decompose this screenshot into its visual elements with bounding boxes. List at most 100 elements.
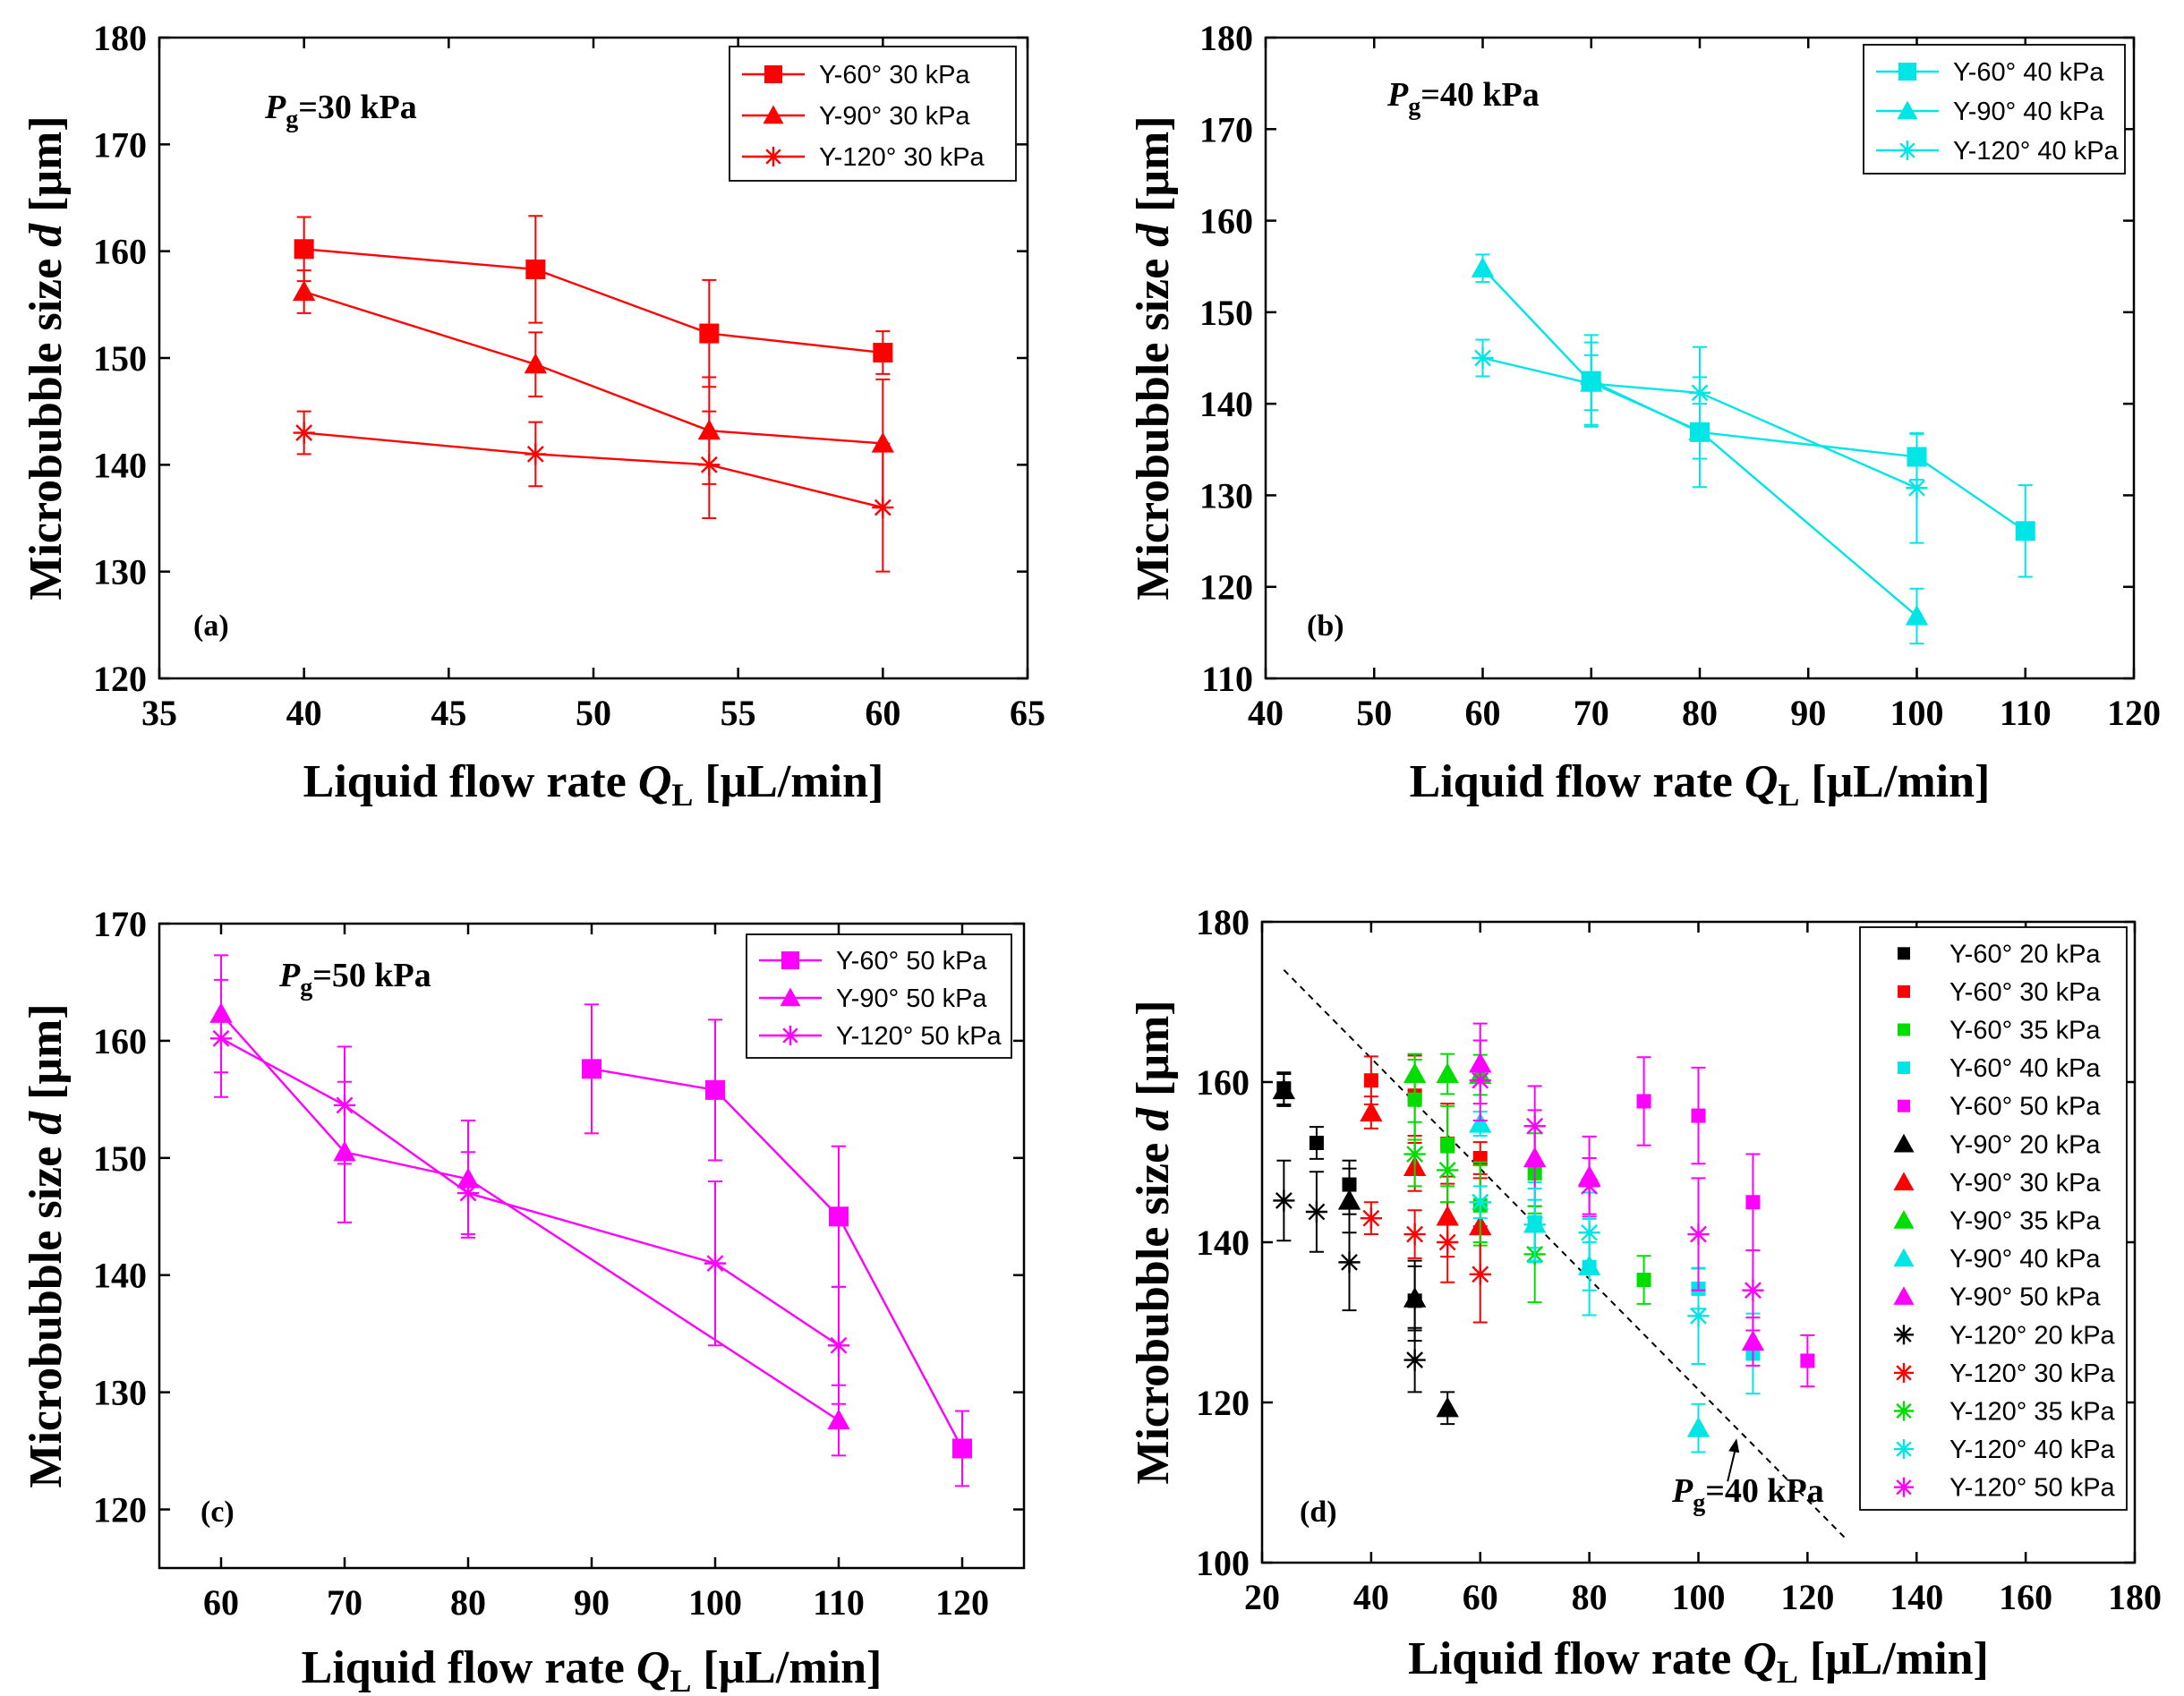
y-tick-label: 150 xyxy=(1199,293,1253,333)
annotation-arrow-head xyxy=(1728,1438,1740,1453)
data-point xyxy=(1338,1251,1361,1274)
legend-marker xyxy=(1893,1248,1915,1267)
data-point xyxy=(1636,1273,1651,1288)
data-point xyxy=(1742,1279,1764,1301)
x-tick-label: 60 xyxy=(203,1582,239,1623)
y-tick-label: 180 xyxy=(93,18,147,58)
legend-entry: Y-60° 40 kPa xyxy=(1898,1054,2101,1083)
x-tick-label: 40 xyxy=(1353,1577,1389,1617)
data-point xyxy=(1360,1207,1382,1230)
legend-label: Y-60° 50 kPa xyxy=(836,947,987,976)
y-tick-label: 170 xyxy=(93,904,147,944)
legend-marker xyxy=(1898,1061,1910,1075)
legend-entry: Y-90° 50 kPa xyxy=(759,984,987,1013)
x-axis-title: Liquid flow rate QL [μL/min] xyxy=(303,756,884,813)
x-tick-label: 35 xyxy=(141,693,177,733)
data-point xyxy=(1337,1189,1361,1210)
series-line xyxy=(1482,356,1917,490)
data-point xyxy=(1469,1070,1491,1092)
legend-marker xyxy=(780,987,801,1007)
panel-label: (b) xyxy=(1307,609,1344,643)
panel-label: (c) xyxy=(200,1496,235,1529)
data-point xyxy=(294,239,314,260)
series-line xyxy=(303,431,883,509)
y-tick-label: 160 xyxy=(1199,201,1253,242)
pressure-annotation: Pg=30 kPa xyxy=(264,89,417,133)
panel-0: 35 40 45 50 55 60 65 120 130 140 150 160 170 180 Liqui… xyxy=(21,18,1045,813)
legend-marker xyxy=(781,951,799,969)
legend-label: Y-60° 20 kPa xyxy=(1949,940,2101,968)
y-tick-label: 120 xyxy=(93,1490,147,1530)
series-9 xyxy=(1469,1022,1765,1367)
data-point xyxy=(1905,604,1929,626)
x-tick-label: 110 xyxy=(813,1582,865,1623)
y-tick-label: 130 xyxy=(93,552,147,592)
series-6 xyxy=(1360,1095,1492,1275)
x-tick-label: 65 xyxy=(1010,693,1045,733)
data-point xyxy=(1437,1159,1459,1181)
series-2 xyxy=(293,410,894,573)
data-point xyxy=(1469,1112,1492,1133)
data-point xyxy=(1523,1214,1546,1236)
data-point xyxy=(1437,1231,1459,1254)
y-tick-label: 150 xyxy=(93,338,147,379)
data-point xyxy=(1305,1200,1328,1223)
series-1 xyxy=(1363,1054,1488,1185)
legend-marker xyxy=(1898,1023,1910,1036)
x-tick-label: 100 xyxy=(688,1582,742,1623)
data-point xyxy=(293,422,315,444)
series-line xyxy=(220,1013,840,1422)
series-0 xyxy=(582,1003,972,1487)
legend-entry: Y-120° 40 kPa xyxy=(1876,137,2120,166)
series-line xyxy=(220,1037,840,1347)
y-tick-label: 140 xyxy=(93,1256,147,1296)
data-point xyxy=(582,1059,601,1079)
legend-label: Y-60° 40 kPa xyxy=(1953,58,2104,87)
legend-entry: Y-60° 20 kPa xyxy=(1898,940,2101,968)
series-2 xyxy=(1472,338,1928,544)
legend-marker xyxy=(764,65,782,83)
legend-marker xyxy=(1897,100,1918,120)
data-point xyxy=(1472,346,1494,370)
data-point xyxy=(1272,1078,1296,1100)
data-point xyxy=(1580,372,1602,395)
y-tick-label: 180 xyxy=(1196,902,1250,942)
legend-entry: Y-90° 40 kPa xyxy=(1876,98,2104,126)
y-tick-label: 110 xyxy=(1201,659,1253,699)
y-tick-label: 140 xyxy=(1196,1223,1250,1263)
data-point xyxy=(872,496,894,519)
x-tick-label: 55 xyxy=(721,693,756,733)
data-point xyxy=(524,353,547,374)
x-tick-label: 80 xyxy=(450,1582,486,1623)
data-point xyxy=(209,1027,233,1050)
x-tick-label: 60 xyxy=(1465,693,1501,733)
legend-marker xyxy=(1894,1325,1914,1345)
data-point xyxy=(1309,1136,1324,1151)
data-point xyxy=(1273,1189,1295,1212)
legend-marker xyxy=(1894,1401,1914,1421)
x-tick-label: 140 xyxy=(1890,1577,1943,1617)
data-point xyxy=(705,1079,725,1100)
legend-label: Y-90° 50 kPa xyxy=(1949,1283,2101,1312)
x-tick-label: 70 xyxy=(1574,693,1609,733)
data-point xyxy=(871,431,894,453)
series-line xyxy=(591,1068,964,1450)
data-point xyxy=(456,1181,480,1205)
data-point xyxy=(698,454,721,476)
legend-label: Y-60° 30 kPa xyxy=(819,61,970,89)
x-tick-label: 40 xyxy=(286,693,322,733)
legend-entry: Y-120° 20 kPa xyxy=(1894,1321,2116,1350)
panel-2: 60 70 80 90 100 110 120 120 130 140 150 160 170 Liqui… xyxy=(21,904,1026,1696)
x-tick-label: 110 xyxy=(2000,693,2052,733)
data-point xyxy=(1578,1222,1600,1244)
x-tick-label: 80 xyxy=(1682,693,1718,733)
series-line xyxy=(303,290,883,445)
series-5 xyxy=(1272,1073,1459,1426)
y-tick-label: 140 xyxy=(1199,384,1253,424)
data-point xyxy=(1745,1195,1761,1210)
y-tick-label: 180 xyxy=(1199,18,1253,58)
legend-label: Y-90° 20 kPa xyxy=(1949,1130,2101,1159)
x-tick-label: 70 xyxy=(327,1582,363,1623)
legend-entry: Y-120° 35 kPa xyxy=(1894,1398,2116,1427)
y-tick-label: 120 xyxy=(1196,1383,1250,1423)
